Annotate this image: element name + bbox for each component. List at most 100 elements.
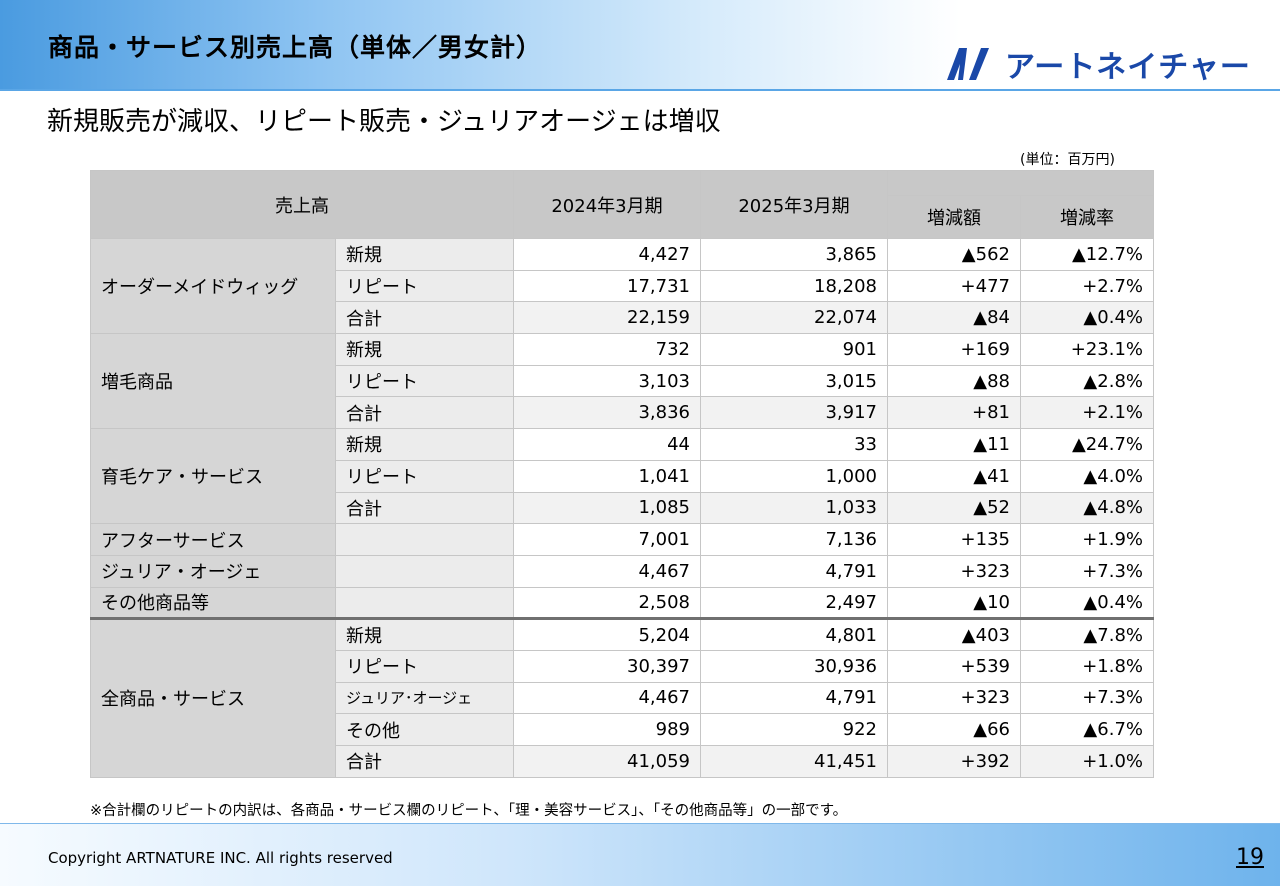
category-cell: 育毛ケア・サービス <box>90 428 336 525</box>
change-amount-cell: +392 <box>887 745 1021 778</box>
change-rate-cell: ▲6.7% <box>1020 713 1154 746</box>
change-amount-cell: ▲84 <box>887 301 1021 335</box>
header-fy2025: 2025年3月期 <box>700 170 888 239</box>
unit-label: (単位：百万円) <box>1020 152 1115 168</box>
logo-text: アートネイチャー <box>1005 50 1251 85</box>
table-row: 合計 1,085 1,033 ▲52 ▲4.8% <box>91 491 1154 525</box>
fy2025-value-cell: 3,917 <box>700 396 888 430</box>
fy2025-value-cell: 33 <box>700 428 888 461</box>
fy2025-value-cell: 22,074 <box>700 301 888 335</box>
change-rate-cell: +23.1% <box>1020 333 1154 366</box>
header-change-rate: 増減率 <box>1020 195 1154 239</box>
subcategory-cell: ジュリア･オージェ <box>335 681 514 715</box>
slide-title: 商品・サービス別売上高（単体／男女計） <box>48 33 543 62</box>
fy2025-value-cell: 4,791 <box>700 681 888 715</box>
subcategory-cell: 新規 <box>335 238 514 271</box>
category-cell: オーダーメイドウィッグ <box>90 237 336 335</box>
change-amount-cell: +81 <box>887 396 1021 430</box>
fy2025-value-cell: 1,000 <box>700 459 888 493</box>
fy2024-value-cell: 732 <box>513 333 701 366</box>
category-cell: 全商品・サービス <box>90 617 336 778</box>
change-rate-cell: +1.9% <box>1020 523 1154 556</box>
subcategory-cell: リピート <box>335 364 514 398</box>
table-row: 増毛商品 新規 732 901 +169 +23.1% <box>90 333 1154 430</box>
table-row: リピート 3,103 3,015 ▲88 ▲2.8% <box>91 364 1154 398</box>
table-row: リピート 17,731 18,208 +477 +2.7% <box>91 269 1154 303</box>
table-row: ジュリア・オージェ 4,467 4,791 +323 +7.3% <box>90 554 1154 588</box>
category-cell: ジュリア・オージェ <box>90 554 336 588</box>
table-row: アフターサービス 7,001 7,136 +135 +1.9% <box>90 523 1154 556</box>
change-amount-cell: +135 <box>887 523 1021 556</box>
table-row: リピート 1,041 1,000 ▲41 ▲4.0% <box>91 459 1154 493</box>
change-amount-cell: +539 <box>887 649 1021 683</box>
subcategory-cell: 新規 <box>335 333 514 366</box>
fy2025-value-cell: 4,791 <box>700 554 888 588</box>
fy2024-value-cell: 7,001 <box>513 523 701 556</box>
header-divider <box>0 89 1280 91</box>
change-rate-cell: ▲7.8% <box>1020 617 1154 651</box>
change-amount-cell: +323 <box>887 681 1021 715</box>
fy2025-value-cell: 1,033 <box>700 491 888 525</box>
table-row: 合計 22,159 22,074 ▲84 ▲0.4% <box>91 301 1154 335</box>
fy2024-value-cell: 4,467 <box>513 554 701 588</box>
fy2024-value-cell: 44 <box>513 428 701 461</box>
change-amount-cell: ▲10 <box>887 586 1021 620</box>
logo-mark-icon <box>947 48 989 80</box>
fy2024-value-cell: 5,204 <box>513 617 701 651</box>
table-row: ジュリア･オージェ 4,467 4,791 +323 +7.3% <box>91 681 1154 715</box>
page-number: 19 <box>1236 845 1264 870</box>
footnote: ※合計欄のリピートの内訳は、各商品・サービス欄のリピート、「理・美容サービス」、… <box>90 803 848 819</box>
fy2024-value-cell: 3,103 <box>513 364 701 398</box>
fy2025-value-cell: 3,015 <box>700 364 888 398</box>
fy2024-value-cell: 1,041 <box>513 459 701 493</box>
change-rate-cell: +2.7% <box>1020 269 1154 303</box>
change-rate-cell: +2.1% <box>1020 396 1154 430</box>
subcategory-cell: 合計 <box>335 491 514 525</box>
footer-banner <box>0 824 1280 886</box>
subcategory-cell: リピート <box>335 649 514 683</box>
slide-subtitle: 新規販売が減収、リピート販売・ジュリアオージェは増収 <box>47 107 721 137</box>
subcategory-cell <box>335 554 514 588</box>
change-amount-cell: +169 <box>887 333 1021 366</box>
change-amount-cell: ▲11 <box>887 428 1021 461</box>
fy2025-value-cell: 41,451 <box>700 745 888 778</box>
subcategory-cell: リピート <box>335 459 514 493</box>
fy2024-value-cell: 4,467 <box>513 681 701 715</box>
category-cell: 増毛商品 <box>90 333 336 430</box>
header-change-amount: 増減額 <box>887 195 1021 239</box>
table-row: オーダーメイドウィッグ 新規 4,427 3,865 ▲562 ▲12.7% <box>90 237 1154 335</box>
change-rate-cell: ▲0.4% <box>1020 586 1154 620</box>
subcategory-cell: 合計 <box>335 745 514 778</box>
fy2024-value-cell: 41,059 <box>513 745 701 778</box>
change-amount-cell: ▲41 <box>887 459 1021 493</box>
fy2024-value-cell: 22,159 <box>513 301 701 335</box>
change-rate-cell: ▲4.0% <box>1020 459 1154 493</box>
category-cell: その他商品等 <box>90 586 336 620</box>
copyright-text: Copyright ARTNATURE INC. All rights rese… <box>48 849 393 867</box>
fy2024-value-cell: 17,731 <box>513 269 701 303</box>
change-amount-cell: ▲52 <box>887 491 1021 525</box>
subcategory-cell: 合計 <box>335 396 514 430</box>
subcategory-cell: 新規 <box>335 428 514 461</box>
category-cell: アフターサービス <box>90 523 336 556</box>
change-rate-cell: ▲12.7% <box>1020 238 1154 271</box>
header-change-group <box>887 170 1154 196</box>
table-row: その他商品等 2,508 2,497 ▲10 ▲0.4% <box>90 586 1154 620</box>
subcategory-cell: リピート <box>335 269 514 303</box>
change-rate-cell: +7.3% <box>1020 681 1154 715</box>
fy2025-value-cell: 7,136 <box>700 523 888 556</box>
fy2024-value-cell: 989 <box>513 713 701 746</box>
fy2024-value-cell: 3,836 <box>513 396 701 430</box>
change-rate-cell: ▲2.8% <box>1020 364 1154 398</box>
change-amount-cell: ▲403 <box>887 617 1021 651</box>
company-logo: アートネイチャー <box>945 44 1251 85</box>
fy2025-value-cell: 2,497 <box>700 586 888 620</box>
header-sales: 売上高 <box>90 170 514 239</box>
sales-table: 売上高 2024年3月期 2025年3月期 増減額 増減率 オーダーメイドウィッ… <box>90 170 1154 778</box>
fy2025-value-cell: 901 <box>700 333 888 366</box>
header-fy2024: 2024年3月期 <box>513 170 701 239</box>
table-row: リピート 30,397 30,936 +539 +1.8% <box>91 649 1154 683</box>
subcategory-cell <box>335 586 514 620</box>
change-rate-cell: +7.3% <box>1020 554 1154 588</box>
change-rate-cell: ▲0.4% <box>1020 301 1154 335</box>
